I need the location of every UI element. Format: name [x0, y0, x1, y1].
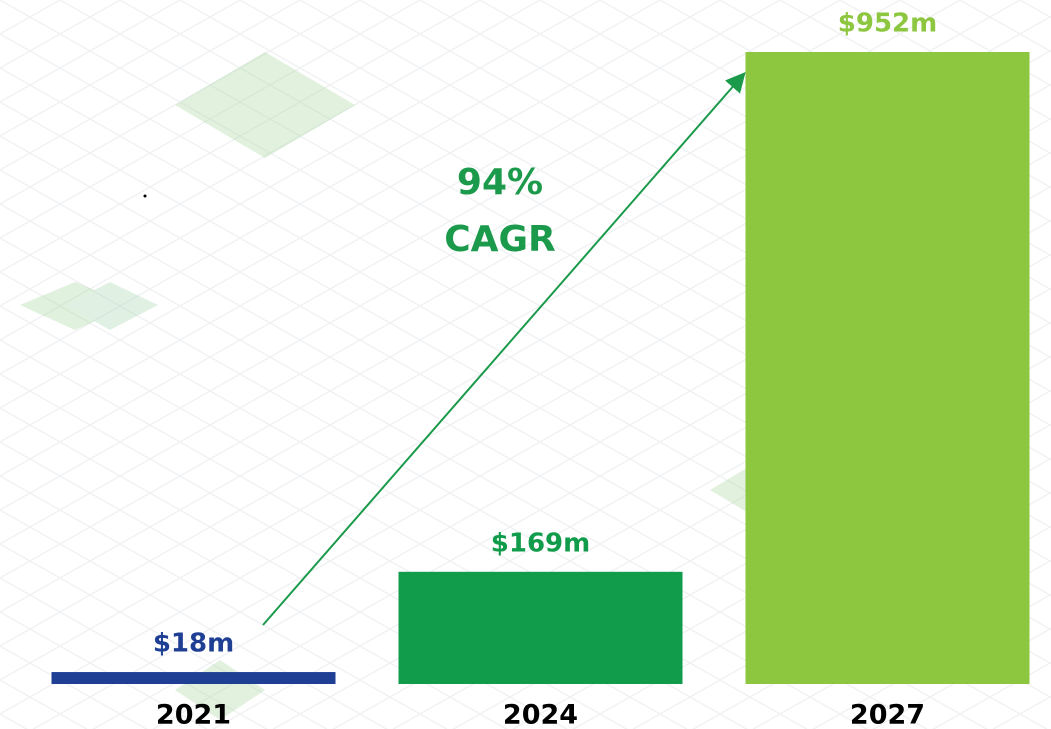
value-label: $18m — [153, 629, 234, 659]
x-tick-label: 2021 — [156, 700, 231, 729]
bar — [52, 672, 336, 684]
chart: 2021 $18m 2024 $169m 2027 $952m 94% CAGR — [0, 0, 1051, 729]
annotation: CAGR — [444, 219, 556, 260]
value-label: $952m — [838, 9, 937, 39]
bar — [746, 52, 1030, 684]
value-label: $169m — [491, 528, 590, 558]
bar — [399, 572, 683, 684]
x-tick-label: 2024 — [503, 700, 578, 729]
annotation: 94% — [457, 162, 543, 203]
dot — [144, 195, 147, 198]
x-tick-label: 2027 — [850, 700, 925, 729]
